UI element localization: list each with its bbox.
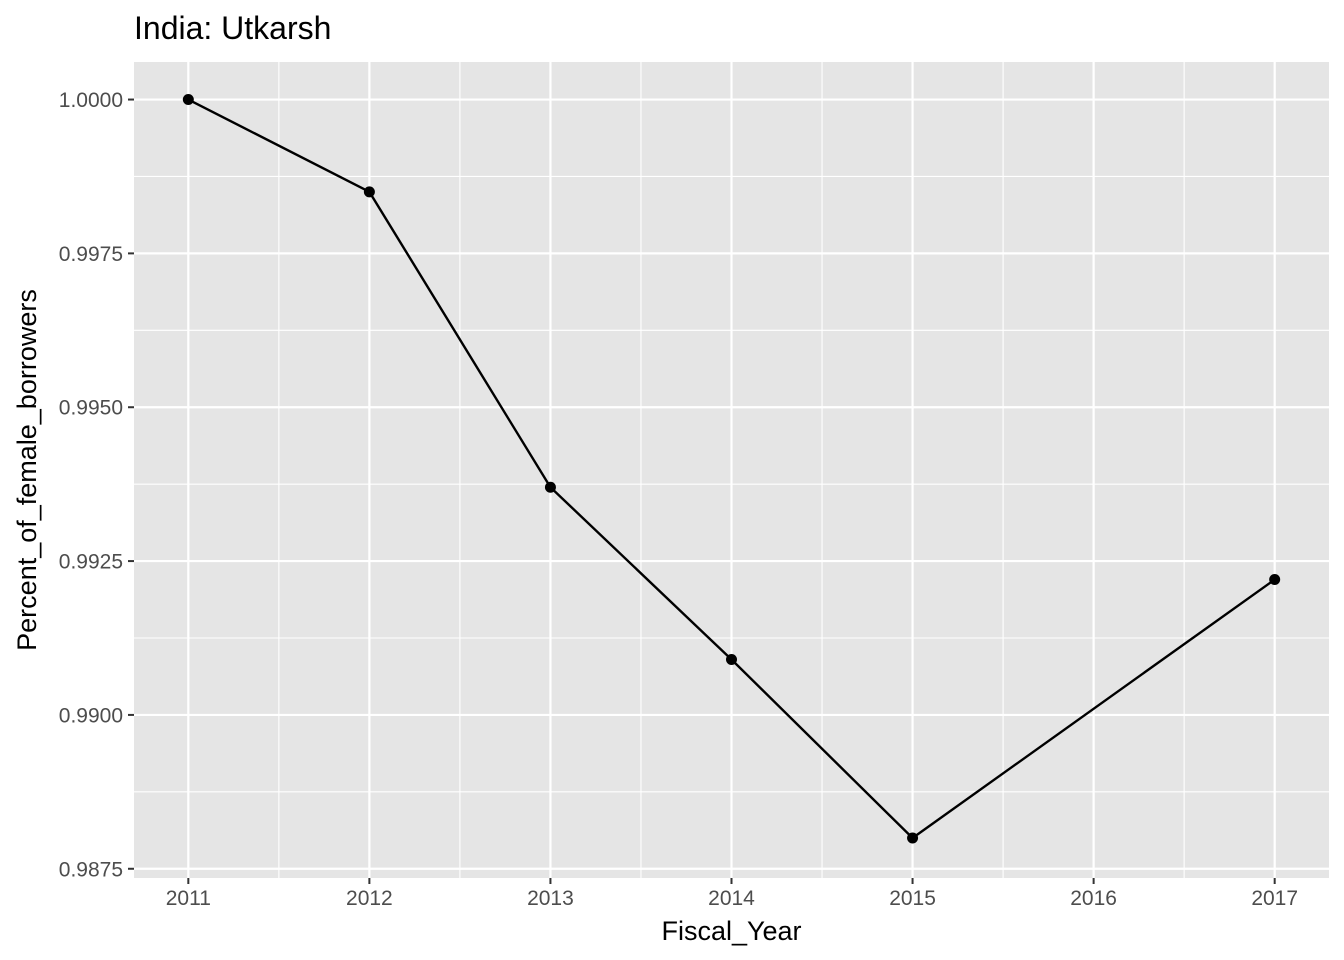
x-tick-label: 2013 [527, 887, 574, 910]
x-tick-label: 2014 [708, 887, 755, 910]
chart-title: India: Utkarsh [134, 10, 331, 46]
x-tick-label: 2011 [166, 887, 211, 910]
data-point [182, 94, 194, 106]
x-tick-label: 2017 [1251, 887, 1298, 910]
x-axis: 2011 2012 2013 2014 2015 2016 2017 [166, 878, 1298, 910]
x-axis-title: Fiscal_Year [661, 916, 801, 946]
series-line [187, 98, 1276, 840]
data-point [726, 654, 737, 666]
data-point [1269, 574, 1281, 586]
y-tick-label: 1.0000 [59, 89, 123, 112]
data-point [363, 186, 375, 198]
y-axis-title: Percent_of_female_borrowers [12, 289, 42, 651]
x-tick-label: 2012 [346, 887, 393, 910]
data-point [907, 832, 919, 844]
y-tick-label: 0.9950 [59, 397, 123, 420]
y-tick-label: 0.9925 [59, 551, 123, 574]
data-point [544, 481, 556, 493]
data-series [182, 94, 1281, 844]
major-gridlines [134, 62, 1329, 878]
y-axis: 0.9875 0.9900 0.9925 0.9950 0.9975 1.0000 [59, 89, 134, 881]
x-tick-label: 2016 [1070, 887, 1117, 910]
y-tick-label: 0.9975 [59, 243, 123, 266]
y-tick-label: 0.9875 [59, 858, 123, 881]
y-tick-label: 0.9900 [59, 704, 123, 727]
x-tick-label: 2015 [889, 887, 936, 910]
